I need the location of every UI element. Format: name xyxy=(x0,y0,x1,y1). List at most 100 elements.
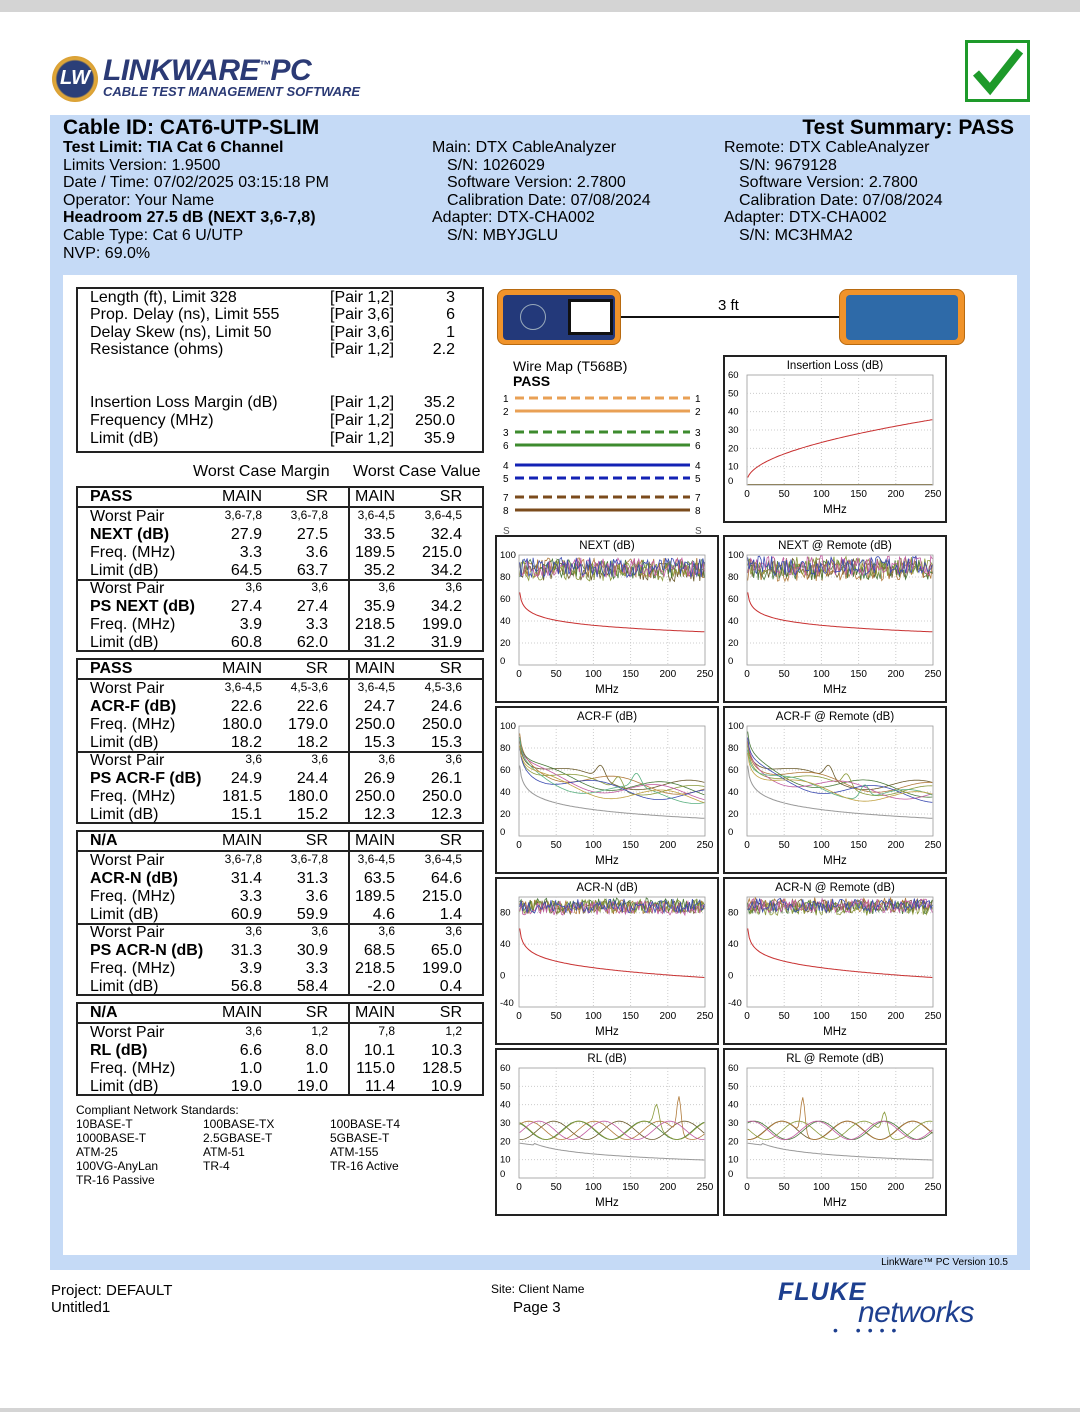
y-tick-label: 40 xyxy=(500,787,511,798)
limit-label: Limit (dB) xyxy=(90,1078,159,1095)
y-tick-label: 20 xyxy=(728,1136,739,1147)
y-tick-label: 60 xyxy=(500,765,511,776)
measurement-value: 64.6 xyxy=(430,870,462,887)
freq-label: Freq. (MHz) xyxy=(90,788,176,805)
pin-label-right: 2 xyxy=(695,407,701,418)
column-header-main: MAIN xyxy=(222,488,262,505)
trace-line xyxy=(519,898,705,914)
frequency-value: 115.0 xyxy=(356,1060,395,1077)
y-tick-label: 80 xyxy=(500,572,511,583)
y-tick-label: 0 xyxy=(728,1169,733,1180)
header-left: Test Limit: TIA Cat 6 Channel Limits Ver… xyxy=(63,139,329,262)
chart-acrf_r: ACR-F @ Remote (dB) 0 50 100 150 200 250 0 20 40 6… xyxy=(723,706,947,874)
frequency-value: 3.9 xyxy=(239,616,262,633)
worst-pair-label: Worst Pair xyxy=(90,752,165,769)
worst-pair-value: 4,5-3,6 xyxy=(290,680,328,694)
y-tick-label: 40 xyxy=(728,939,739,950)
limits-version: Limits Version: 1.9500 xyxy=(63,156,221,174)
frequency-value: 250.0 xyxy=(421,716,462,733)
plot-area xyxy=(518,725,706,837)
trace-line xyxy=(519,745,705,804)
date-time: Date / Time: 07/02/2025 03:15:18 PM xyxy=(63,174,329,192)
operator: Operator: Your Name xyxy=(63,191,215,209)
measurement-value: 31.3 xyxy=(230,942,262,959)
measurement-value: 6.6 xyxy=(239,1042,262,1059)
frequency-value: 250.0 xyxy=(354,716,395,733)
measurement-value: 27.4 xyxy=(296,598,328,615)
standard-item: 100BASE-T4 xyxy=(330,1117,401,1131)
y-tick-label: 20 xyxy=(500,809,511,820)
summary-label: Length (ft), Limit 328 xyxy=(90,289,237,306)
trace-line xyxy=(519,738,705,804)
measurement-value: 10.1 xyxy=(363,1042,395,1059)
measurement-value: 24.6 xyxy=(430,698,462,715)
pin-label-right: 4 xyxy=(695,461,701,472)
x-tick-label: 0 xyxy=(744,1011,750,1022)
measurement-value: 35.9 xyxy=(363,598,395,615)
trace-line xyxy=(519,733,705,795)
worst-pair-value: 3,6 xyxy=(311,924,328,938)
trace-line xyxy=(747,561,933,583)
limit-value: 56.8 xyxy=(230,978,262,995)
x-tick-label: 0 xyxy=(516,840,522,851)
limit-value: 10.9 xyxy=(430,1078,462,1095)
chart-canvas: NEXT @ Remote (dB) 0 50 100 150 200 250 0 20 40 60… xyxy=(728,540,942,696)
chart-il: Insertion Loss (dB) 0 50 100 150 200 250 0 10 20 3… xyxy=(723,355,947,523)
fluke-logo-text: FLUKE xyxy=(778,1278,867,1306)
worst-pair-label: Worst Pair xyxy=(90,924,165,941)
measurement-value: 65.0 xyxy=(430,942,462,959)
y-tick-label: 0 xyxy=(728,476,733,487)
chart-canvas: RL (dB) 0 50 100 150 200 250 0 10 20 30 40 50 60 MHz xyxy=(500,1053,714,1209)
worst-pair-value: 3,6-4,5 xyxy=(424,508,462,522)
shield-label-right: S xyxy=(695,526,702,537)
limit-value: 18.2 xyxy=(230,734,262,751)
header-remote-unit: Remote: DTX CableAnalyzer S/N: 9679128 S… xyxy=(724,139,943,245)
y-tick-label: 80 xyxy=(728,572,739,583)
remote-adapter-sn: S/N: MC3HMA2 xyxy=(739,226,853,244)
x-tick-label: 150 xyxy=(850,669,867,680)
measurement-value: 26.1 xyxy=(430,770,462,787)
limit-value: 19.0 xyxy=(230,1078,262,1095)
x-axis-label: MHz xyxy=(823,1197,847,1209)
x-tick-label: 50 xyxy=(779,669,791,680)
frequency-value: 3.9 xyxy=(239,960,262,977)
chart-acrf: ACR-F (dB) 0 50 100 150 200 250 0 20 40 60 80 100 MHz xyxy=(495,706,719,874)
trace-line xyxy=(747,731,933,798)
pin-label-right: 8 xyxy=(695,506,701,517)
worst-pair-value: 3,6 xyxy=(378,752,395,766)
table-status: PASS xyxy=(90,488,133,505)
worst-pair-value: 3,6-4,5 xyxy=(224,680,262,694)
summary-value: 1 xyxy=(446,324,455,341)
x-tick-label: 0 xyxy=(516,1182,522,1193)
worst-pair-label: Worst Pair xyxy=(90,852,165,869)
y-tick-label: 20 xyxy=(728,638,739,649)
y-tick-label: 100 xyxy=(500,550,516,561)
summary-pair: [Pair 3,6] xyxy=(330,324,395,341)
chart-acrn: ACR-N (dB) 0 50 100 150 200 250 -40 0 40 80 MHz xyxy=(495,877,719,1045)
y-tick-label: 20 xyxy=(728,809,739,820)
frequency-value: 199.0 xyxy=(421,960,462,977)
test-summary: Test Summary: PASS xyxy=(802,116,1014,139)
result-table xyxy=(76,658,484,824)
freq-label: Freq. (MHz) xyxy=(90,544,176,561)
x-tick-label: 250 xyxy=(925,1011,942,1022)
x-tick-label: 200 xyxy=(887,669,904,680)
trace-line xyxy=(747,1111,933,1140)
y-tick-label: 0 xyxy=(500,971,505,982)
measurement-value: 22.6 xyxy=(230,698,262,715)
chart-rl_r: RL @ Remote (dB) 0 50 100 150 200 250 0 10 20 30 40… xyxy=(723,1048,947,1216)
table-status: N/A xyxy=(90,1004,118,1021)
worst-pair-value: 3,6-7,8 xyxy=(290,852,328,866)
main-adapter: Adapter: DTX-CHA002 xyxy=(432,209,595,227)
worst-pair-value: 3,6-4,5 xyxy=(357,680,395,694)
summary-label: Prop. Delay (ns), Limit 555 xyxy=(90,306,280,323)
chart-canvas: ACR-F (dB) 0 50 100 150 200 250 0 20 40 60 80 100 MHz xyxy=(500,711,714,867)
limit-line xyxy=(747,765,933,819)
y-tick-label: 20 xyxy=(500,638,511,649)
limit-value: 15.1 xyxy=(230,806,262,823)
x-tick-label: 150 xyxy=(622,1011,639,1022)
y-tick-label: 100 xyxy=(500,721,516,732)
y-tick-label: 40 xyxy=(500,616,511,627)
logo-tagline: CABLE TEST MANAGEMENT SOFTWARE xyxy=(103,84,361,99)
